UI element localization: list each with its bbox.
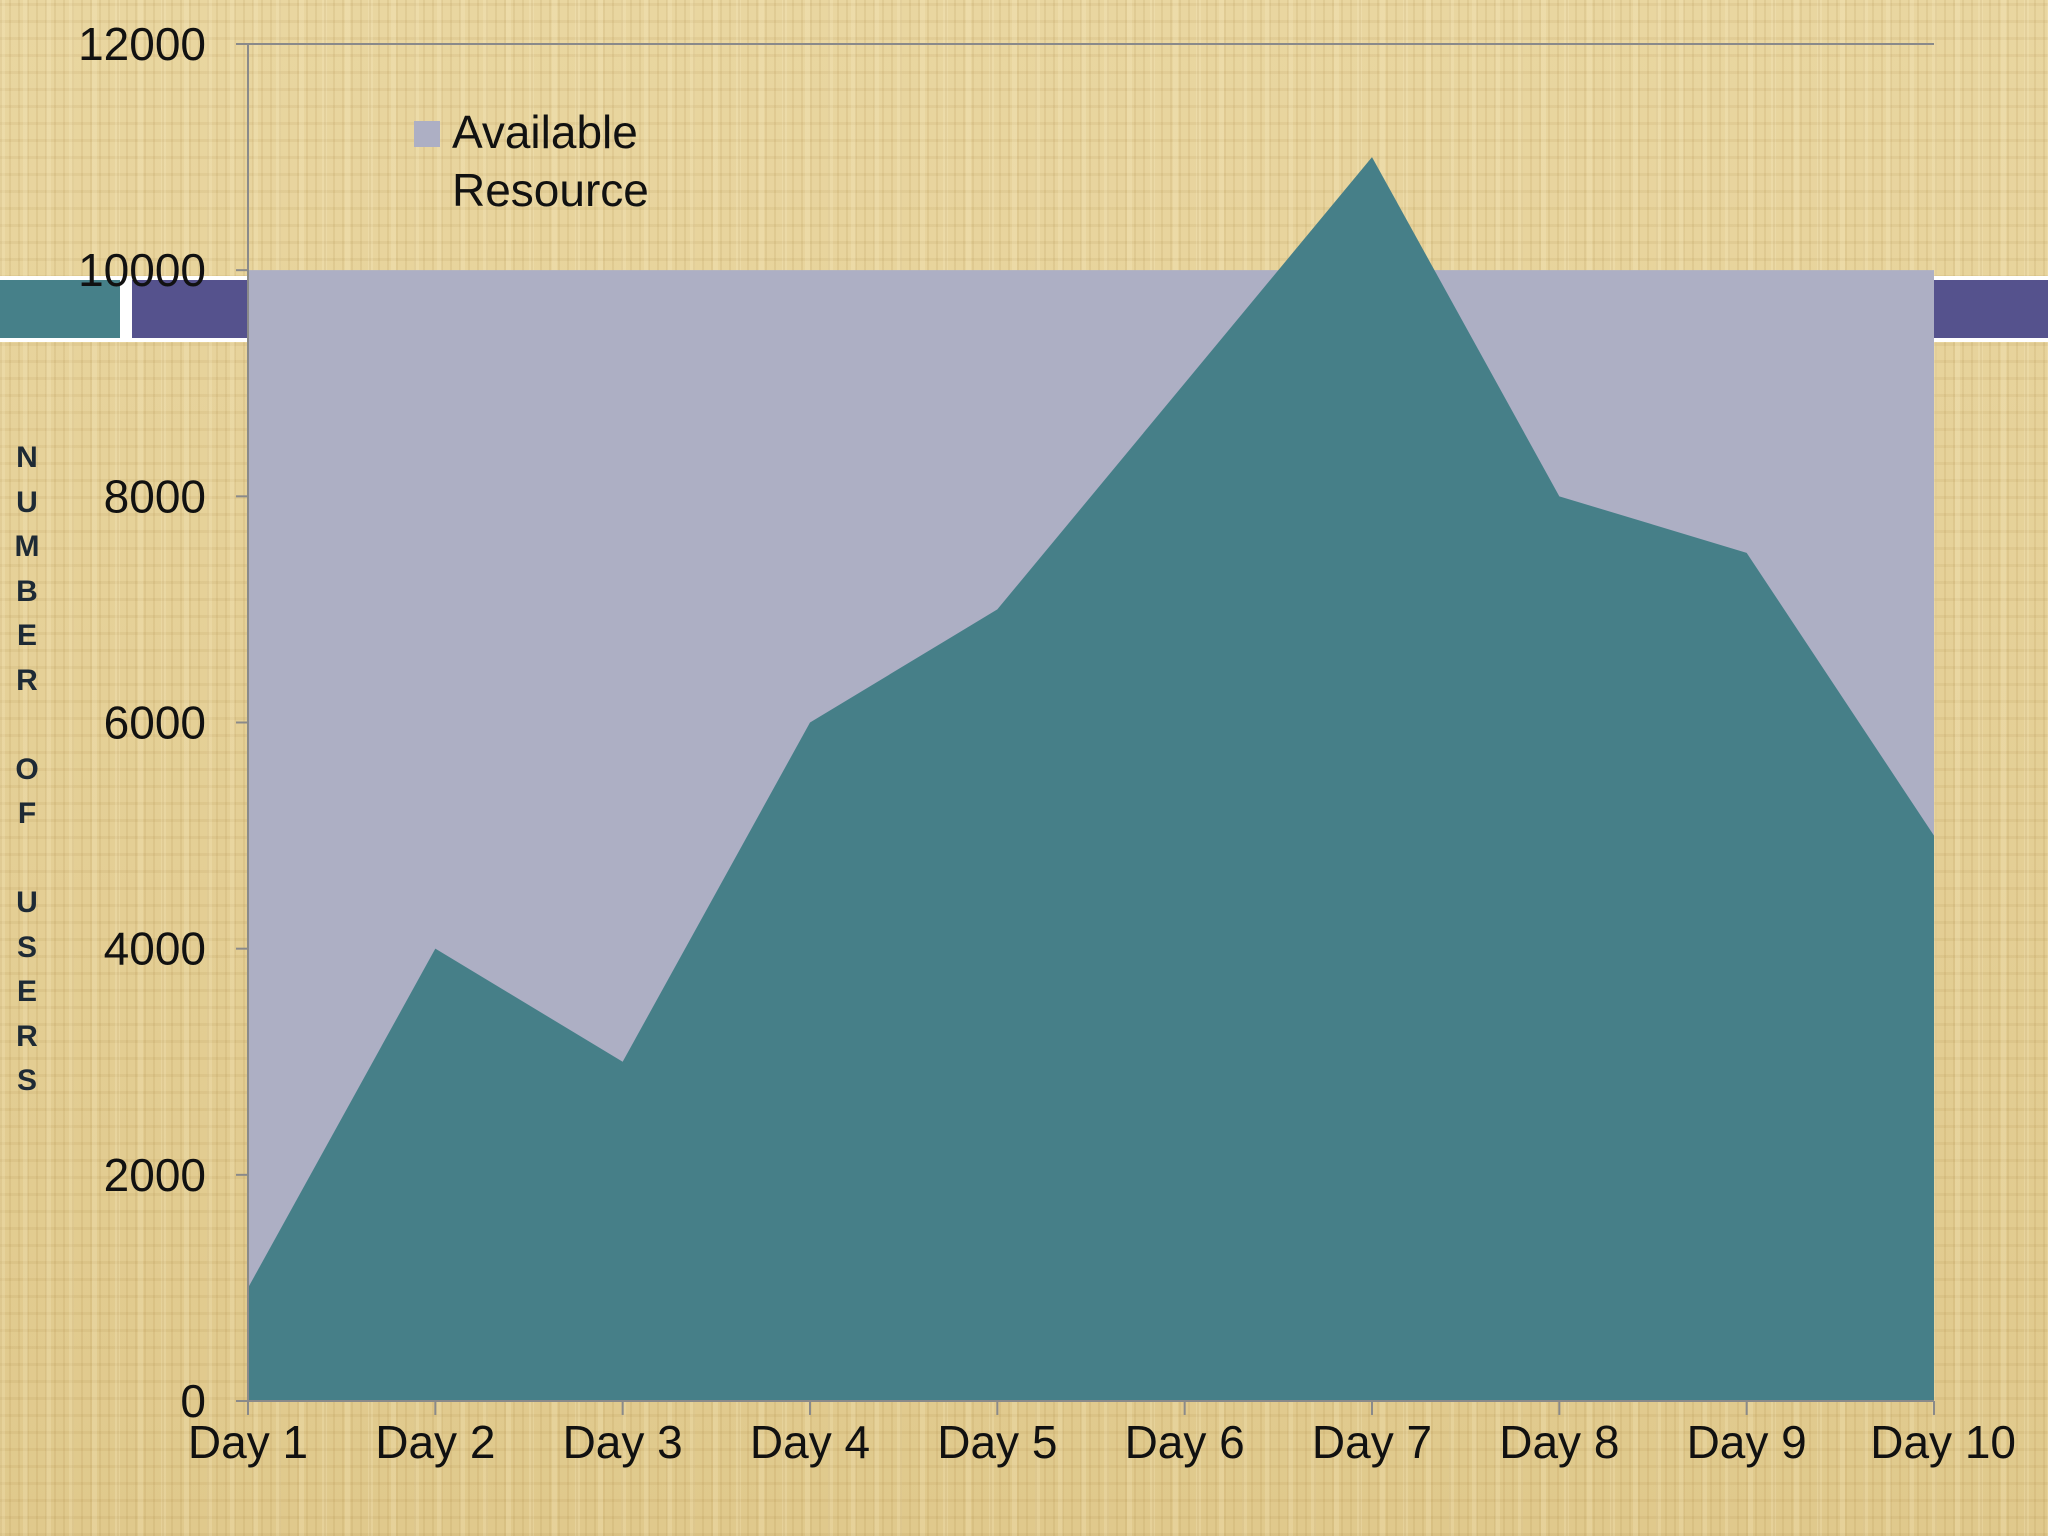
chart-areas [248, 157, 1934, 1402]
x-tick-label: Day 3 [563, 1416, 683, 1468]
x-tick-label: Day 4 [750, 1416, 870, 1468]
legend-label: Available [452, 106, 638, 158]
y-tick-label: 8000 [104, 470, 206, 522]
legend-swatch [414, 121, 440, 147]
y-tick-label: 2000 [104, 1149, 206, 1201]
y-tick-label: 12000 [78, 18, 206, 70]
area-series-2 [248, 157, 1934, 1401]
x-tick-label: Day 1 [188, 1416, 308, 1468]
y-tick-label: 0 [180, 1375, 206, 1427]
legend-label: Resource [452, 164, 649, 216]
x-axis-ticks: Day 1 Day 2 Day 3 Day 4 Day 5 Day 6 Day 7 Day 8… [188, 1401, 2016, 1468]
y-tick-label: 10000 [78, 244, 206, 296]
x-tick-label: Day 9 [1687, 1416, 1807, 1468]
chart-legend: Available Resource [414, 106, 649, 216]
header-band-teal [0, 280, 120, 338]
y-tick-label: 6000 [104, 697, 206, 749]
x-tick-label: Day 7 [1312, 1416, 1432, 1468]
x-tick-label: Day 6 [1125, 1416, 1245, 1468]
x-tick-label: Day 5 [937, 1416, 1057, 1468]
y-tick-label: 4000 [104, 923, 206, 975]
x-tick-label: Day 2 [375, 1416, 495, 1468]
x-tick-label: Day 8 [1499, 1416, 1619, 1468]
x-tick-label: Day 10 [1870, 1416, 2016, 1468]
y-axis-ticks: 0 2000 4000 6000 8000 10000 12000 [78, 18, 248, 1427]
